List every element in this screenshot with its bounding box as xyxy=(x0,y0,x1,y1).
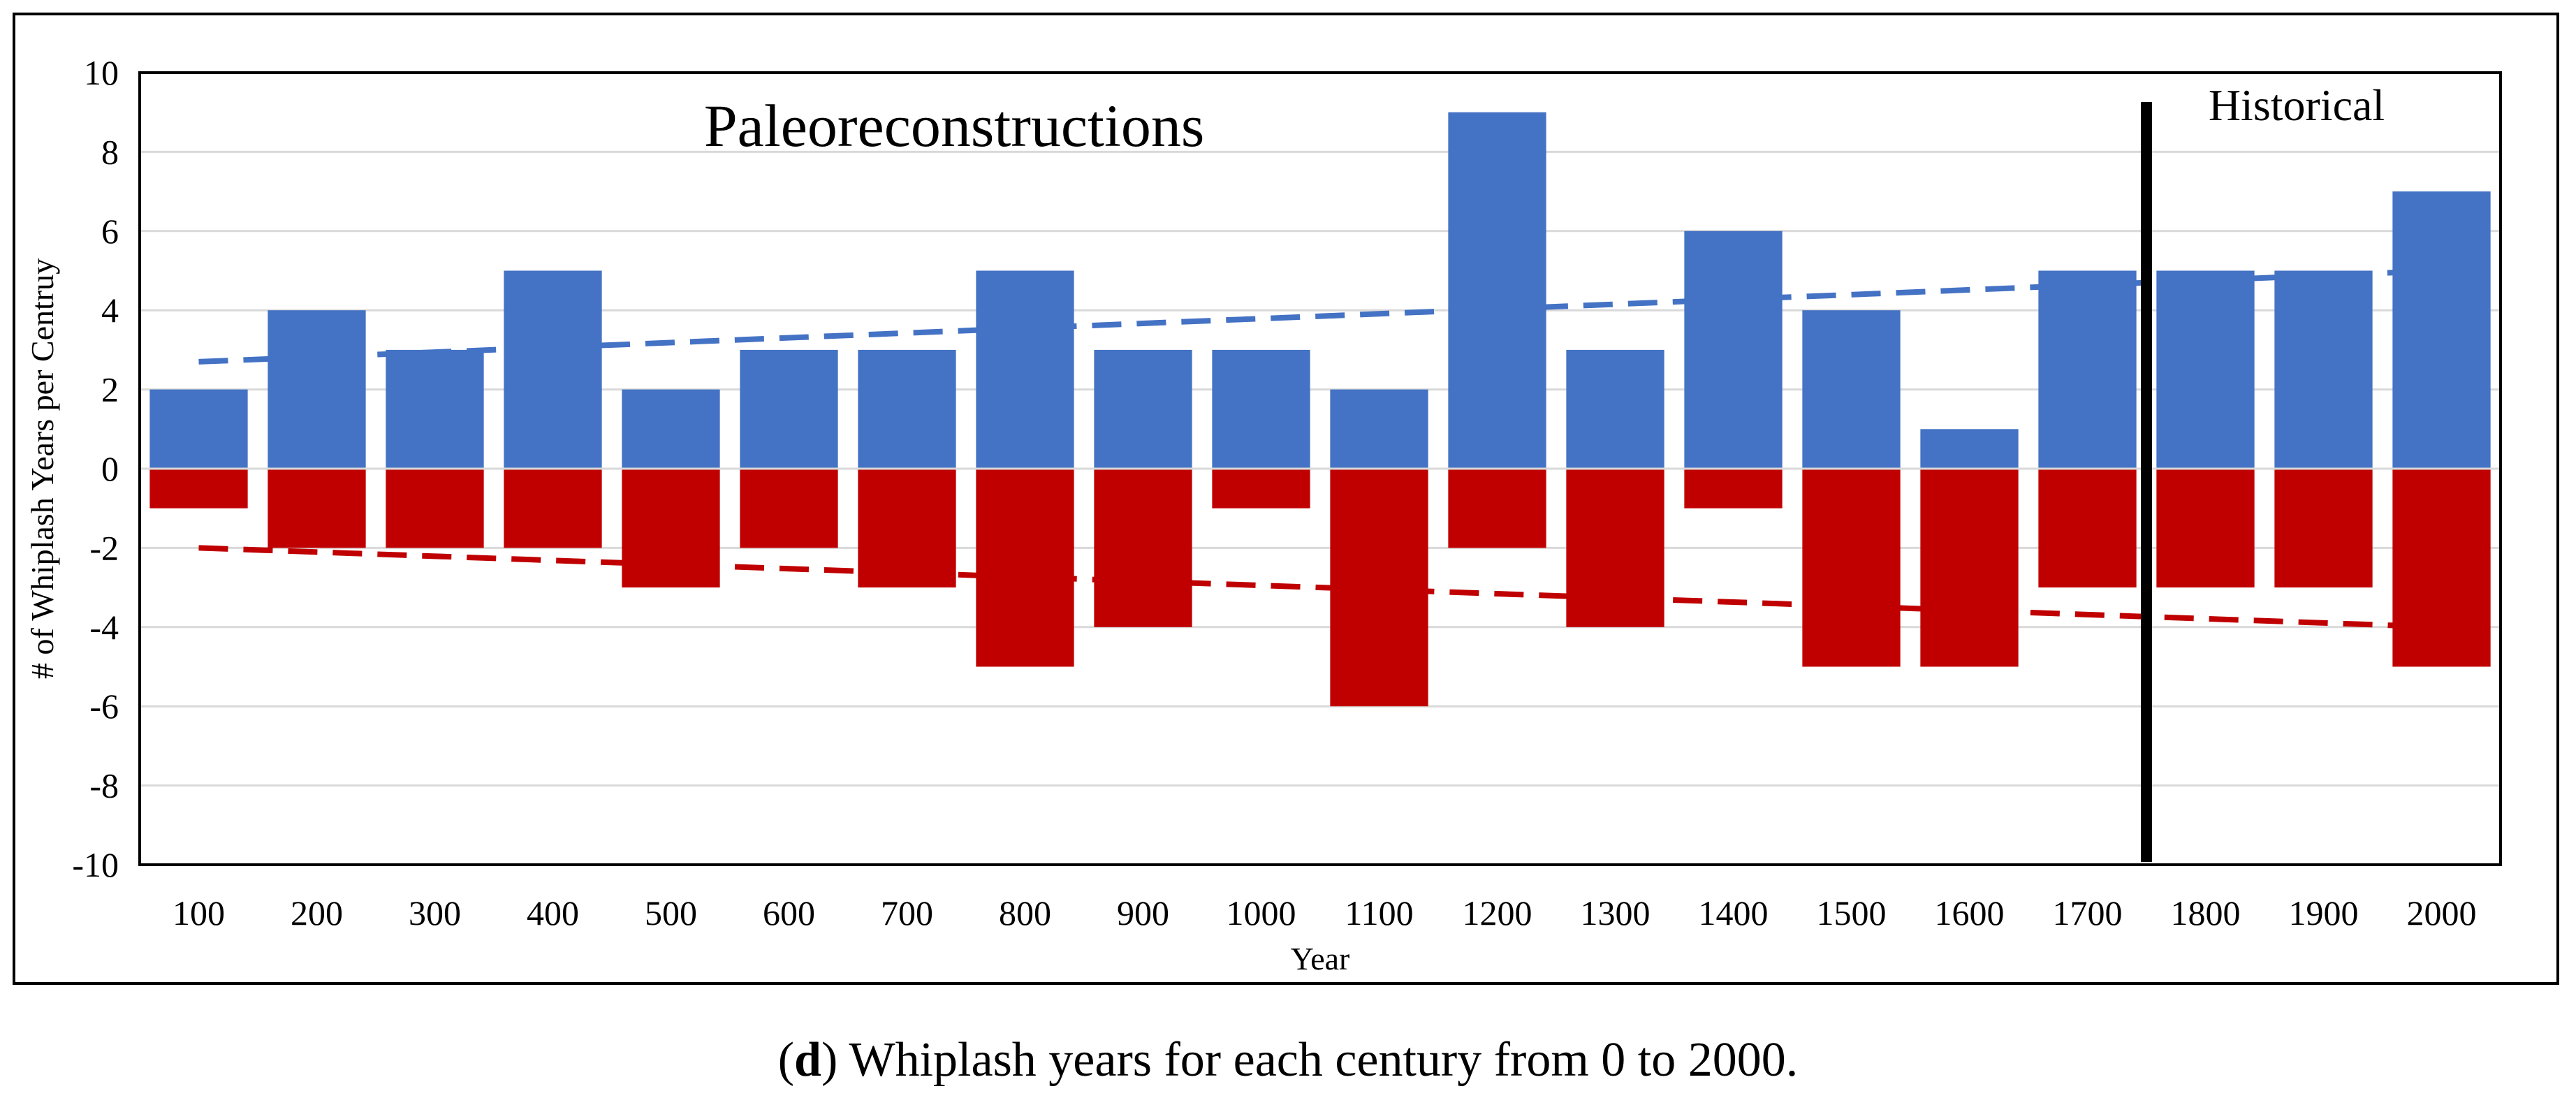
x-tick-label-200: 200 xyxy=(291,893,343,932)
bar-negative-300 xyxy=(386,469,484,548)
bar-positive-500 xyxy=(622,389,720,469)
y-tick-label--4: -4 xyxy=(89,608,119,647)
x-tick-label-1100: 1100 xyxy=(1345,893,1413,932)
bar-positive-1400 xyxy=(1684,230,1783,469)
bar-positive-1100 xyxy=(1330,389,1428,469)
bar-negative-800 xyxy=(976,469,1074,667)
chart-frame: 10 8 6 4 2 0 -2 -4 -6 -8 -10 100 200 300 400 500 600 700… xyxy=(13,13,2559,985)
bar-negative-100 xyxy=(149,469,248,508)
bar-negative-700 xyxy=(858,469,956,588)
x-tick-label-1000: 1000 xyxy=(1227,893,1296,932)
bar-negative-1200 xyxy=(1448,469,1546,548)
trendline-negative xyxy=(198,545,2442,630)
y-tick-label--2: -2 xyxy=(89,528,119,567)
y-tick-label-0: 0 xyxy=(101,449,119,488)
caption-label: d xyxy=(794,1033,821,1087)
bar-negative-1000 xyxy=(1212,469,1310,508)
trendlines xyxy=(198,268,2442,630)
y-tick-label--10: -10 xyxy=(72,845,119,884)
x-tick-label-1400: 1400 xyxy=(1699,893,1769,932)
bar-positive-1200 xyxy=(1448,112,1546,469)
bar-chart: 10 8 6 4 2 0 -2 -4 -6 -8 -10 100 200 300 400 500 600 700… xyxy=(24,53,2502,976)
bar-negative-1700 xyxy=(2038,469,2137,588)
bars xyxy=(140,112,2501,707)
bar-positive-100 xyxy=(149,389,248,469)
bar-positive-300 xyxy=(386,349,484,469)
bar-negative-1500 xyxy=(1802,469,1901,667)
bar-positive-1900 xyxy=(2274,270,2373,469)
x-tick-label-1700: 1700 xyxy=(2053,893,2123,932)
x-tick-label-2000: 2000 xyxy=(2407,893,2477,932)
y-axis-tick-labels: 10 8 6 4 2 0 -2 -4 -6 -8 -10 xyxy=(72,53,119,884)
bar-negative-600 xyxy=(740,469,838,548)
bar-negative-200 xyxy=(268,469,366,548)
x-tick-label-500: 500 xyxy=(645,893,697,932)
paleoreconstructions-label: Paleoreconstructions xyxy=(704,92,1204,159)
x-tick-label-1900: 1900 xyxy=(2289,893,2359,932)
bar-negative-1400 xyxy=(1684,469,1783,508)
bar-negative-900 xyxy=(1094,469,1192,627)
y-tick-label-8: 8 xyxy=(101,132,119,171)
y-tick-label--8: -8 xyxy=(89,766,119,805)
x-tick-label-900: 900 xyxy=(1117,893,1169,932)
bar-positive-2000 xyxy=(2392,191,2491,469)
bar-negative-2000 xyxy=(2392,469,2491,667)
x-tick-label-300: 300 xyxy=(409,893,461,932)
plot-area-border xyxy=(138,71,2502,866)
y-tick-label-6: 6 xyxy=(101,212,119,251)
bar-positive-1700 xyxy=(2038,270,2137,469)
bar-negative-1300 xyxy=(1566,469,1664,627)
y-axis-title: # of Whiplash Years per Centruy xyxy=(24,258,60,679)
bar-positive-800 xyxy=(976,270,1074,469)
x-tick-label-400: 400 xyxy=(527,893,579,932)
x-tick-label-1200: 1200 xyxy=(1463,893,1532,932)
x-tick-label-1800: 1800 xyxy=(2171,893,2241,932)
y-tick-label-4: 4 xyxy=(101,291,119,330)
historical-label: Historical xyxy=(2209,80,2385,130)
y-tick-label--6: -6 xyxy=(89,687,119,726)
bar-negative-1900 xyxy=(2274,469,2373,588)
trendline-positive xyxy=(198,268,2442,365)
x-tick-label-1600: 1600 xyxy=(1935,893,2005,932)
bar-positive-1600 xyxy=(1920,429,2019,469)
bar-positive-700 xyxy=(858,349,956,469)
caption-text: Whiplash years for each century from 0 t… xyxy=(837,1033,1799,1087)
x-tick-label-1500: 1500 xyxy=(1817,893,1887,932)
x-tick-label-1300: 1300 xyxy=(1581,893,1651,932)
bar-negative-400 xyxy=(504,469,602,548)
x-tick-label-700: 700 xyxy=(881,893,933,932)
y-tick-label-2: 2 xyxy=(101,370,119,409)
bar-positive-1300 xyxy=(1566,349,1664,469)
bar-positive-200 xyxy=(268,310,366,469)
bar-positive-1000 xyxy=(1212,349,1310,469)
bar-positive-1500 xyxy=(1802,310,1901,469)
bar-positive-400 xyxy=(504,270,602,469)
y-tick-label-10: 10 xyxy=(84,53,119,92)
x-tick-label-100: 100 xyxy=(173,893,225,932)
bar-positive-1800 xyxy=(2156,270,2255,469)
bar-positive-900 xyxy=(1094,349,1192,469)
bar-positive-600 xyxy=(740,349,838,469)
bar-negative-1800 xyxy=(2156,469,2255,588)
bar-negative-1600 xyxy=(1920,469,2019,667)
x-tick-label-800: 800 xyxy=(999,893,1051,932)
x-axis-title: Year xyxy=(1291,941,1350,976)
bar-negative-500 xyxy=(622,469,720,588)
figure-caption: (d) Whiplash years for each century from… xyxy=(777,1033,1799,1087)
x-axis-tick-labels: 100 200 300 400 500 600 700 800 900 1000 1100 1200 1… xyxy=(173,893,2477,932)
x-tick-label-600: 600 xyxy=(763,893,815,932)
